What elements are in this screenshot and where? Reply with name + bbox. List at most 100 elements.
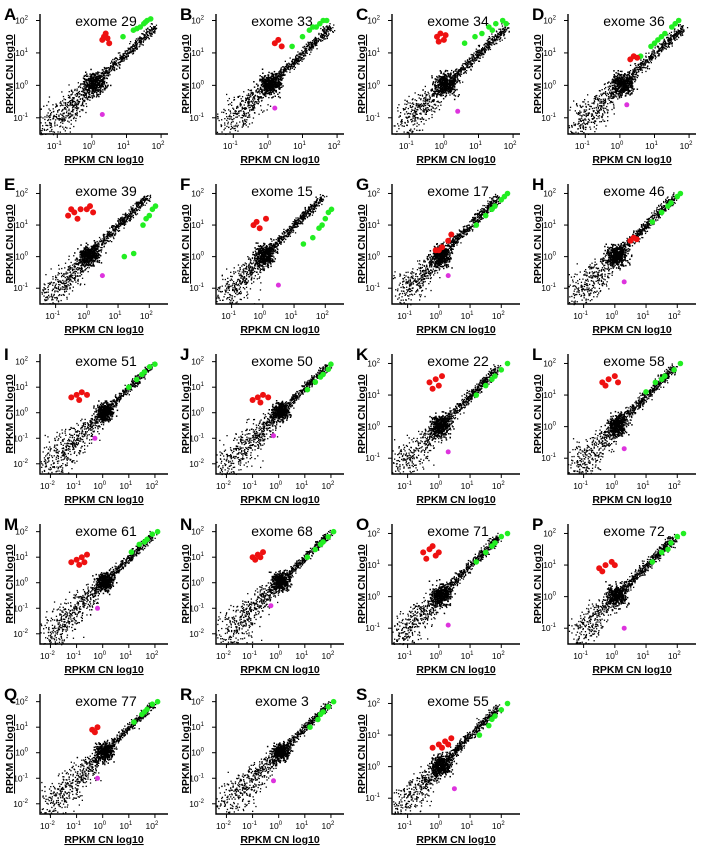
cloud-point [268, 71, 270, 74]
cloud-point [64, 103, 67, 105]
cloud-point [414, 111, 416, 113]
cloud-point [641, 62, 643, 64]
cloud-point [280, 84, 282, 86]
cloud-point [423, 123, 425, 125]
cloud-point [486, 45, 488, 47]
cloud-point [62, 104, 64, 107]
cloud-point [459, 74, 461, 76]
cloud-point [416, 122, 418, 124]
cloud-point [635, 73, 637, 75]
cloud-point [43, 129, 46, 131]
cloud-point [247, 101, 249, 103]
cloud-point [291, 67, 293, 69]
cloud-point [588, 119, 591, 121]
cloud-point [270, 85, 273, 88]
cloud-point [282, 69, 284, 71]
cloud-point [435, 85, 437, 88]
cloud-point [487, 40, 489, 42]
cloud-point [126, 58, 128, 60]
cloud-point [230, 112, 232, 114]
cloud-point [434, 82, 437, 84]
cloud-point [304, 48, 306, 50]
cloud-point [404, 122, 406, 124]
cloud-point [56, 124, 58, 126]
cloud-point [673, 35, 675, 37]
cloud-point [295, 56, 297, 58]
cloud-point [416, 129, 418, 131]
cloud-point [253, 95, 255, 98]
cloud-point [613, 77, 616, 79]
cloud-point [94, 78, 97, 81]
x-axis-label: RPKM CN log10 [240, 154, 320, 166]
cloud-point [682, 25, 684, 27]
cloud-point [611, 81, 613, 83]
cloud-point [60, 119, 62, 121]
cloud-point [494, 34, 497, 36]
cloud-point [252, 97, 254, 99]
cloud-point [452, 87, 454, 90]
cloud-point [231, 104, 233, 106]
cloud-point [582, 114, 584, 116]
cloud-point [439, 79, 442, 81]
cloud-point [148, 38, 150, 40]
cloud-point [453, 81, 456, 83]
cloud-point [241, 107, 244, 109]
cloud-point [104, 72, 107, 74]
cloud-point [411, 99, 413, 101]
cloud-point [278, 71, 280, 73]
cloud-point [41, 128, 44, 130]
cloud-point [440, 89, 442, 91]
cloud-point [437, 77, 439, 79]
cloud-point [587, 112, 589, 114]
cloud-point [285, 66, 287, 68]
cloud-point [491, 42, 493, 44]
cloud-point [244, 120, 246, 122]
cloud-point [249, 104, 251, 106]
cloud-point [658, 47, 660, 49]
cloud-point [610, 89, 612, 91]
cloud-point [618, 95, 621, 98]
cloud-point [245, 100, 247, 102]
cloud-point [97, 79, 99, 82]
cloud-point [675, 37, 677, 39]
cloud-point [613, 113, 615, 115]
cloud-point [72, 100, 75, 102]
cloud-point [406, 124, 408, 126]
cloud-point [45, 124, 47, 126]
cloud-point [279, 82, 282, 84]
cloud-point [92, 79, 94, 81]
cloud-point [296, 54, 298, 56]
cloud-point [631, 92, 633, 94]
cloud-point [477, 44, 480, 47]
cloud-point [127, 55, 129, 57]
cloud-point [586, 123, 589, 125]
cloud-point [626, 81, 629, 83]
cloud-point [85, 94, 87, 96]
cloud-point [153, 25, 155, 28]
cloud-point [432, 107, 434, 109]
cloud-point [280, 67, 282, 69]
cloud-point [441, 88, 444, 91]
cloud-point [79, 98, 81, 100]
cloud-point [596, 94, 598, 97]
cloud-point [44, 122, 47, 124]
cloud-point [593, 102, 595, 105]
cloud-point [478, 44, 481, 47]
y-axis-label: RPKM CN log10 [356, 34, 368, 114]
cloud-point [278, 72, 281, 75]
cloud-point [263, 82, 266, 85]
cloud-point [489, 40, 491, 43]
cloud-point [270, 90, 272, 92]
cloud-point [436, 75, 438, 78]
cloud-point [411, 103, 413, 105]
cloud-point [246, 94, 248, 96]
cloud-point [57, 110, 59, 112]
cloud-point [239, 95, 241, 97]
cloud-point [272, 73, 274, 75]
cloud-point [464, 71, 466, 73]
cloud-point [240, 110, 242, 112]
cloud-point [114, 63, 116, 66]
cloud-point [229, 131, 231, 133]
cloud-point [260, 100, 263, 102]
cloud-point [293, 68, 295, 70]
